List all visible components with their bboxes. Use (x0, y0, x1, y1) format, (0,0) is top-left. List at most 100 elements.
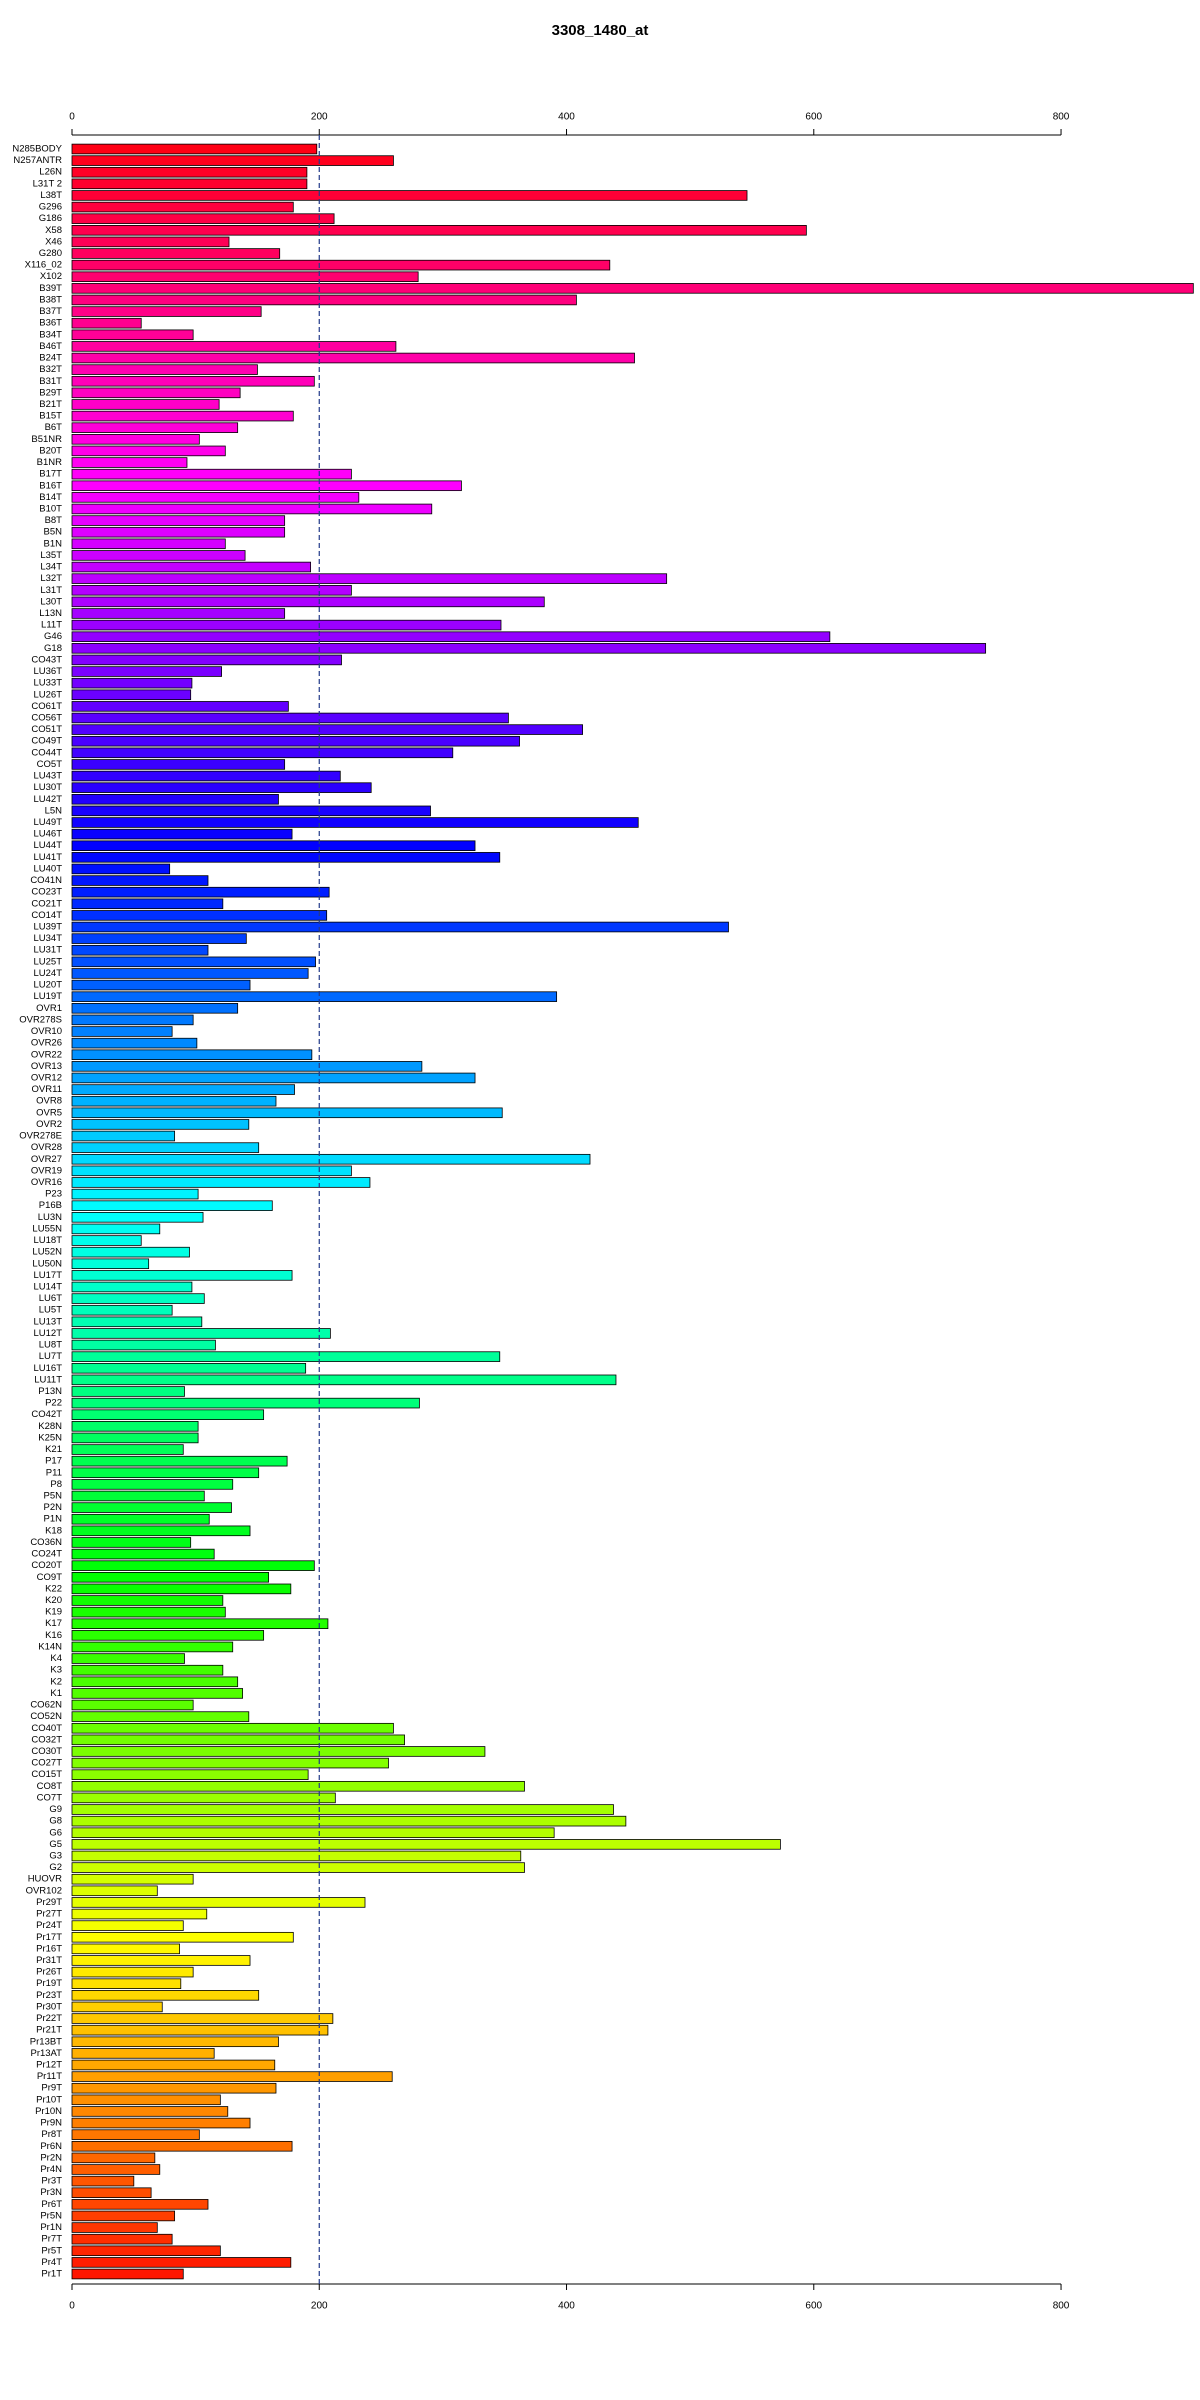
bar (71, 515, 286, 526)
bar (71, 1467, 260, 1479)
bar (71, 759, 286, 770)
bar (71, 468, 352, 480)
bar (71, 1839, 781, 1850)
y-tick-label: CO15T (31, 1769, 62, 1780)
bar (71, 1595, 224, 1606)
bar (71, 1490, 205, 1502)
bar (71, 747, 454, 759)
y-tick-label: L32T (40, 573, 62, 584)
y-tick-label: LU16T (33, 1363, 62, 1374)
y-tick-label: LU7T (39, 1351, 62, 1362)
y-tick-label: LU8T (39, 1340, 62, 1351)
y-tick-label: CO24T (31, 1549, 62, 1560)
y-tick-label: K14N (38, 1641, 62, 1652)
y-tick-label: LU12T (33, 1328, 62, 1339)
y-tick-label: CO49T (31, 736, 62, 747)
bar (71, 2233, 173, 2245)
bar (71, 1873, 194, 1885)
y-tick-label: B32T (39, 364, 62, 375)
bar (71, 805, 431, 817)
bar (71, 1804, 614, 1815)
y-tick-label: Pr23T (36, 1990, 62, 2001)
bar (71, 1270, 293, 1281)
bar (71, 1548, 215, 1560)
y-tick-label: LU33T (33, 678, 62, 689)
bar (71, 921, 729, 933)
y-tick-label: Pr22T (36, 2013, 62, 2024)
y-tick-label: LU13T (33, 1316, 62, 1327)
chart-title: 3308_1480_at (552, 22, 649, 39)
bar (71, 1583, 292, 1595)
bar (71, 2059, 276, 2071)
y-tick-label: CO7T (37, 1792, 63, 1803)
y-tick-label: LU17T (33, 1270, 62, 1281)
bar (71, 1792, 336, 1804)
bar (71, 1119, 250, 1130)
bar (71, 2106, 229, 2117)
bar (71, 1908, 208, 1920)
y-tick-label: OVR28 (31, 1142, 62, 1153)
y-tick-label: B31T (39, 376, 62, 387)
y-tick-label: B29T (39, 387, 62, 398)
bar (71, 979, 251, 991)
y-tick-label: G2 (49, 1862, 62, 1873)
y-tick-label: Pr12T (36, 2059, 62, 2070)
bar (71, 1130, 176, 1142)
bar (71, 1328, 331, 1339)
bar (71, 1026, 173, 1037)
bar (71, 991, 558, 1002)
y-tick-label: G5 (49, 1839, 62, 1850)
bar (71, 898, 224, 910)
y-tick-label: Pr13BT (30, 2036, 62, 2047)
y-tick-label: CO20T (31, 1560, 62, 1571)
bar (71, 1699, 194, 1711)
bar (71, 1455, 288, 1467)
bar (71, 712, 509, 724)
bar (71, 1897, 366, 1908)
y-tick-label: LU49T (33, 817, 62, 828)
y-tick-label: B14T (39, 492, 62, 503)
y-tick-label: Pr26T (36, 1967, 62, 1978)
bar (71, 550, 246, 561)
y-tick-label: B24T (39, 353, 62, 364)
y-tick-label: K3 (50, 1665, 62, 1676)
y-tick-label: Pr1N (40, 2222, 62, 2233)
y-tick-label: CO41N (30, 875, 62, 886)
y-tick-label: B21T (39, 399, 62, 410)
y-tick-label: N257ANTR (13, 155, 62, 166)
x-tick-label: 0 (69, 112, 75, 123)
y-tick-label: B1N (44, 538, 63, 549)
y-tick-label: LU19T (33, 991, 62, 1002)
y-tick-label: CO51T (31, 724, 62, 735)
y-tick-label: OVR19 (31, 1165, 62, 1176)
bar (71, 1978, 182, 1989)
y-tick-label: CO61T (31, 701, 62, 712)
bar (71, 143, 318, 155)
bar (71, 2071, 393, 2082)
y-tick-label: LU36T (33, 666, 62, 677)
y-tick-label: L13N (39, 608, 62, 619)
y-tick-label: P5N (44, 1491, 63, 1502)
bar (71, 1781, 525, 1792)
bar (71, 596, 545, 608)
bar (71, 1281, 193, 1293)
bar (71, 1153, 591, 1165)
y-tick-label: LU31T (33, 945, 62, 956)
bar (71, 1293, 205, 1304)
y-tick-label: OVR1 (36, 1003, 62, 1014)
bar (71, 840, 476, 851)
bar (71, 1990, 260, 2001)
bar (71, 1072, 476, 1084)
bar (71, 689, 192, 701)
y-tick-label: CO30T (31, 1746, 62, 1757)
bar (71, 2129, 200, 2140)
bar (71, 503, 433, 515)
y-tick-label: G280 (39, 248, 62, 259)
y-tick-label: L5N (45, 805, 63, 816)
y-tick-label: LU34T (33, 933, 62, 944)
y-tick-label: G9 (49, 1804, 62, 1815)
y-tick-label: Pr6T (41, 2199, 62, 2210)
y-tick-label: OVR10 (31, 1026, 62, 1037)
bar (71, 2164, 161, 2175)
bar (71, 306, 262, 317)
